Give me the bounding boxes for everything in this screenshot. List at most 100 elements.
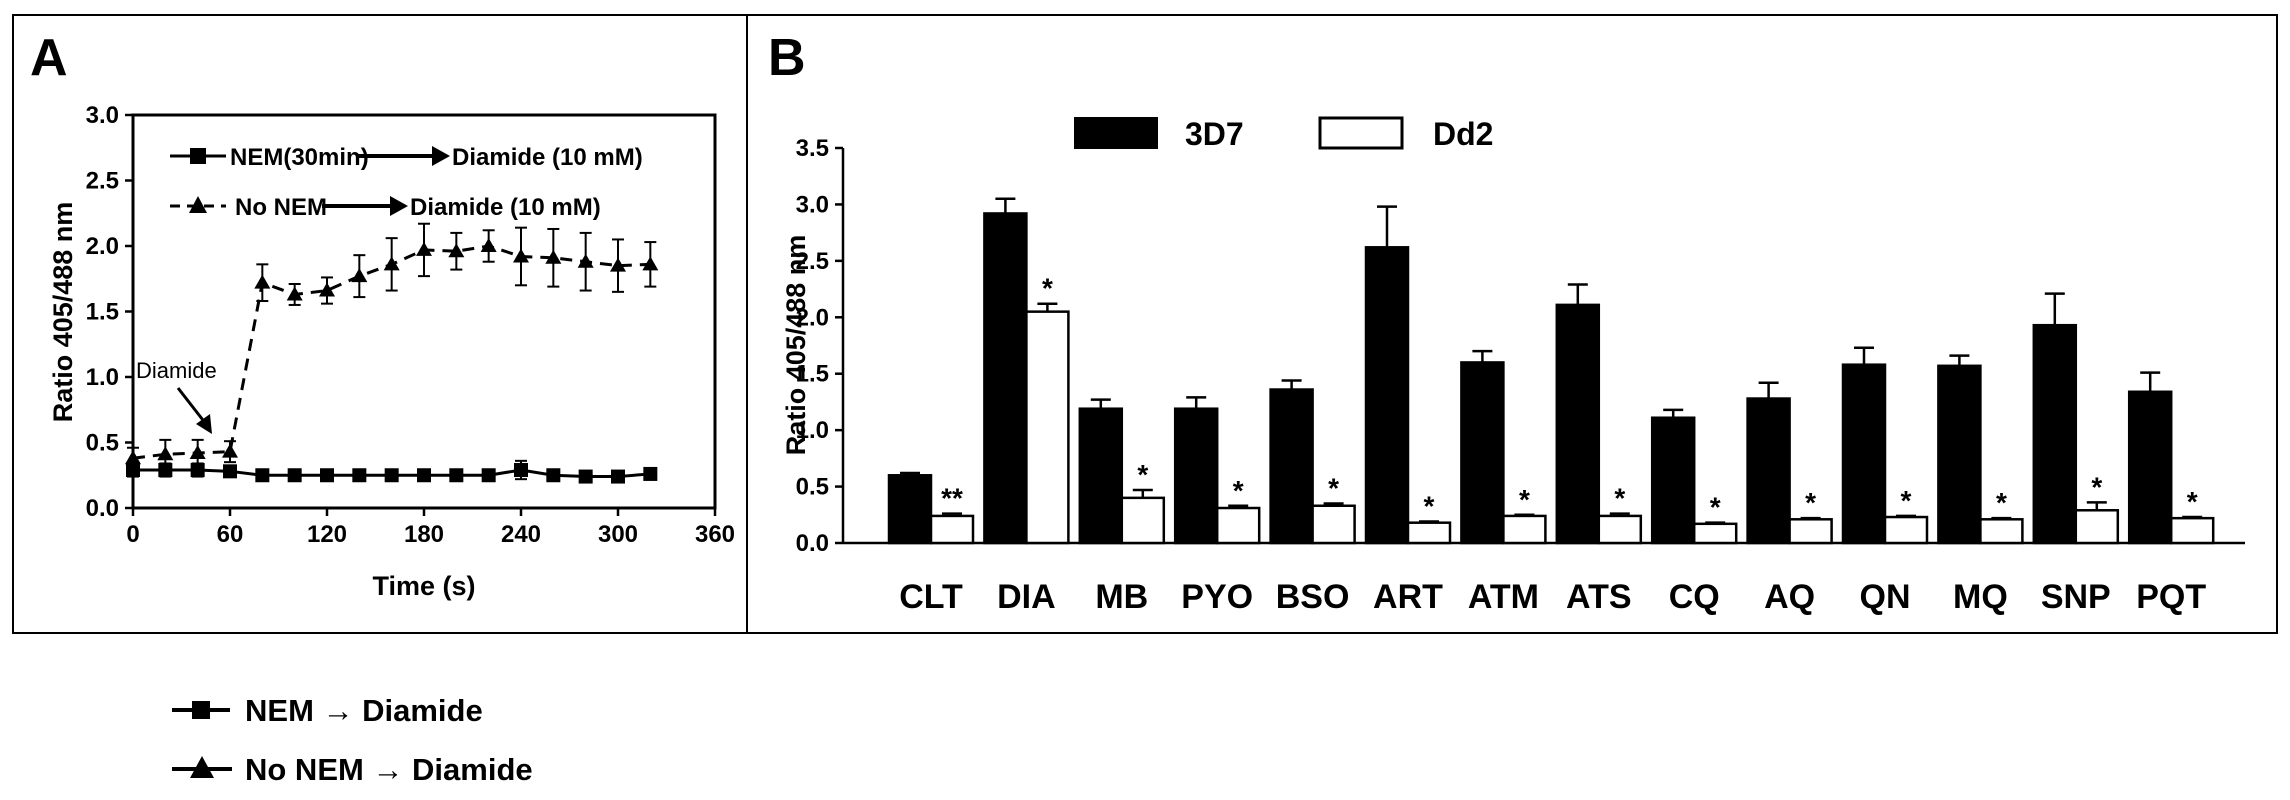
data-point [320, 468, 334, 483]
triangle-marker-icon [190, 756, 214, 778]
data-point [642, 256, 659, 271]
data-point [577, 253, 594, 268]
data-point [158, 463, 173, 478]
bars-layer: ***** ** * * * * * ** * [887, 197, 2215, 545]
data-point [546, 468, 561, 483]
bar-3d7 [1746, 397, 1791, 545]
significance-label: * [1805, 487, 1816, 518]
panel-b-label: B [768, 29, 806, 87]
category-label: ATS [1566, 578, 1631, 616]
bar-3d7 [1173, 407, 1219, 545]
y-tick-label: 2.0 [86, 233, 119, 260]
y-tick-label: 3.0 [86, 102, 119, 129]
bottom-legend-text: NEM → Diamide [245, 693, 483, 728]
significance-label: * [1137, 459, 1148, 490]
data-point [254, 274, 271, 289]
y-tick-label: 2.5 [86, 168, 119, 195]
bar-dd2 [2169, 516, 2215, 545]
x-tick-label: 240 [501, 521, 541, 548]
arrow-right-icon [432, 146, 450, 166]
bar-3d7 [887, 474, 933, 545]
data-point [610, 257, 626, 272]
data-point [189, 444, 206, 459]
bar-3d7 [2032, 323, 2078, 545]
line-chart: 0.0 0.5 1.0 1.5 2.0 2.5 3.0 0 60 120 180 240 300 360… [48, 102, 735, 601]
plot-area-frame [131, 113, 717, 510]
data-point [416, 241, 432, 256]
significance-label: * [1042, 273, 1053, 304]
y-tick-label: 1.0 [86, 364, 119, 391]
diamide-annotation: Diamide [136, 358, 217, 383]
y-tick-label: 3.5 [796, 135, 829, 162]
y-tick-label: 0.0 [796, 530, 829, 557]
data-point [417, 468, 431, 483]
bar-dd2 [1215, 506, 1261, 545]
legend: 3D7 Dd2 [1074, 116, 1493, 152]
data-point [448, 243, 465, 258]
category-label: PYO [1181, 578, 1253, 616]
bar-3d7 [1364, 246, 1410, 545]
bottom-legend-text: No NEM → Diamide [245, 752, 533, 787]
category-label: QN [1860, 578, 1911, 616]
square-marker-icon [192, 701, 210, 719]
y-tick-label: 0.5 [86, 430, 119, 457]
y-tick-label: 0.0 [86, 495, 119, 522]
legend-item-nem: NEM(30min) Diamide (10 mM) [170, 144, 643, 171]
data-point [449, 468, 464, 483]
legend-text-after: Diamide (10 mM) [452, 144, 643, 171]
data-point [351, 268, 368, 283]
bar-3d7 [1078, 407, 1124, 545]
legend: NEM(30min) Diamide (10 mM) No NEM Diamid… [170, 144, 643, 221]
bar-dd2 [1120, 496, 1166, 545]
bar-dd2 [1311, 504, 1356, 545]
bottom-legend: NEM → Diamide No NEM → Diamide [172, 693, 533, 787]
legend-swatch-dd2 [1318, 116, 1404, 150]
category-label: DIA [997, 578, 1056, 616]
annotation-arrow-shaft [176, 387, 208, 425]
significance-label: * [1614, 483, 1625, 514]
data-point [643, 466, 658, 481]
data-point [578, 469, 593, 484]
x-tick-label: 0 [126, 521, 139, 548]
y-tick-label: 1.5 [796, 361, 829, 388]
x-axis: 0 60 120 180 240 300 360 [126, 508, 735, 548]
category-label: ART [1373, 578, 1443, 616]
data-point [611, 469, 625, 484]
bar-dd2 [1406, 521, 1452, 545]
bottom-legend-item-nem: NEM → Diamide [172, 693, 483, 728]
data-point [513, 248, 529, 263]
y-tick-label: 2.0 [796, 304, 829, 331]
legend-item-no-nem: No NEM Diamide (10 mM) [170, 194, 601, 221]
category-label: SNP [2041, 578, 2111, 616]
bar-3d7 [1555, 303, 1601, 545]
significance-label: * [1519, 484, 1530, 515]
significance-label: ** [941, 483, 963, 514]
significance-label: * [1996, 487, 2007, 518]
bar-dd2 [1979, 518, 2024, 545]
bar-3d7 [1460, 361, 1505, 545]
series-nem [126, 459, 658, 484]
category-label: AQ [1764, 578, 1815, 616]
data-point [157, 446, 174, 461]
data-point [545, 249, 562, 264]
y-axis: 0.0 0.5 1.0 1.5 2.0 2.5 3.0 3.5 [796, 135, 843, 557]
legend-item-3d7: 3D7 [1074, 116, 1244, 152]
significance-label: * [2187, 486, 2198, 517]
series-layer [125, 222, 659, 484]
data-point [255, 468, 270, 483]
bar-dd2 [2074, 509, 2120, 545]
y-tick-label: 3.0 [796, 191, 829, 218]
data-point [514, 463, 528, 478]
category-label: BSO [1276, 578, 1350, 616]
x-tick-label: 300 [598, 521, 638, 548]
y-tick-label: 1.0 [796, 417, 829, 444]
significance-label: * [1710, 492, 1721, 523]
bar-3d7 [1937, 364, 1982, 545]
data-point [481, 468, 496, 483]
legend-swatch-3d7 [1074, 117, 1158, 149]
bar-dd2 [1597, 514, 1643, 545]
legend-text-before: NEM(30min) [230, 144, 369, 171]
bar-dd2 [1692, 522, 1738, 545]
arrow-down-icon [196, 414, 212, 434]
bar-dd2 [929, 514, 975, 545]
